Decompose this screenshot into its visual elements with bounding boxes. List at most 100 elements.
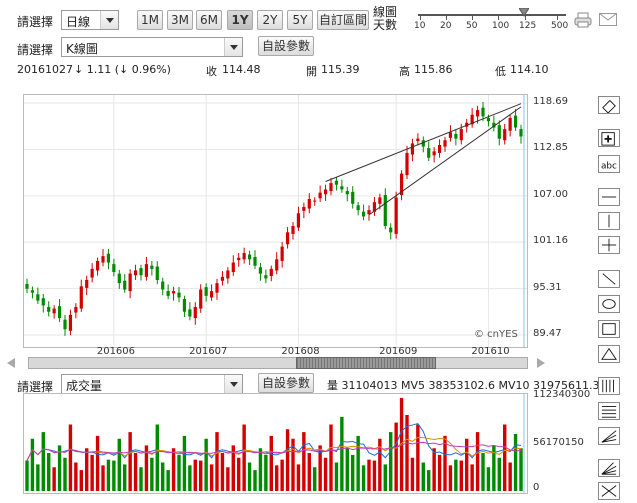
range-button-1y[interactable]: 1Y xyxy=(227,10,253,30)
time-scrollbar[interactable] xyxy=(28,357,528,369)
candle-body xyxy=(47,306,51,312)
volume-bar xyxy=(74,462,78,491)
volume-bar xyxy=(247,462,252,491)
volume-bar xyxy=(155,424,159,491)
volume-bar xyxy=(508,462,512,491)
volume-bar xyxy=(443,435,447,491)
svg-text:abc: abc xyxy=(601,161,617,171)
fibonacci-icon[interactable] xyxy=(598,482,620,500)
candle-body xyxy=(253,256,257,266)
ellipse-tool-icon[interactable] xyxy=(598,295,620,313)
volume-bar xyxy=(63,457,67,491)
volume-chart-panel[interactable] xyxy=(23,393,528,494)
days-tick-label: 20 xyxy=(440,21,452,31)
volume-bar xyxy=(503,424,507,491)
volume-bar xyxy=(459,460,463,491)
scroll-right-icon[interactable] xyxy=(536,357,546,369)
volume-bar xyxy=(399,397,404,491)
range-button-5y[interactable]: 5Y xyxy=(287,10,313,30)
candle-body xyxy=(399,173,404,196)
candle-body xyxy=(329,183,333,192)
indicator-select[interactable]: 成交量 xyxy=(61,374,243,394)
eraser-icon[interactable] xyxy=(598,96,620,114)
range-button-1m[interactable]: 1M xyxy=(137,10,163,30)
volume-bar xyxy=(421,462,425,491)
days-tick-mark xyxy=(525,16,526,20)
candle-body xyxy=(443,140,447,147)
candle-body xyxy=(475,110,480,117)
volume-bar xyxy=(30,438,35,491)
indicator-settings-button[interactable]: 自設參數 xyxy=(258,373,314,393)
triangle-tool-icon[interactable] xyxy=(598,345,620,363)
candle-body xyxy=(486,118,491,122)
range-button-2y[interactable]: 2Y xyxy=(257,10,283,30)
volume-chart-svg[interactable] xyxy=(24,394,527,493)
candle-body xyxy=(258,267,263,274)
volume-bar xyxy=(25,460,29,491)
candle-body xyxy=(318,192,322,199)
candle-body xyxy=(427,148,431,158)
volume-bar xyxy=(427,470,431,491)
volume-bar xyxy=(253,470,257,491)
settings-button[interactable]: 自設參數 xyxy=(258,36,314,56)
speed-lines-icon[interactable] xyxy=(598,459,620,477)
volume-bar xyxy=(133,453,138,491)
days-tick-label: 10 xyxy=(414,21,426,31)
candle-body xyxy=(30,290,35,293)
volume-bar xyxy=(280,459,284,491)
zoom-in-icon[interactable] xyxy=(598,129,620,147)
volume-bar xyxy=(112,460,116,491)
volume-bar xyxy=(448,465,453,491)
candle-body xyxy=(128,273,132,292)
volume-bar xyxy=(513,434,518,491)
candle-body xyxy=(177,292,181,298)
trendline-tool-icon[interactable] xyxy=(598,270,620,288)
volume-bar xyxy=(237,457,241,491)
candle-body xyxy=(394,197,398,234)
volume-bar xyxy=(497,457,501,491)
custom-range-button[interactable]: 自訂區間 xyxy=(317,10,369,30)
candle-body xyxy=(291,225,295,234)
range-button-3m[interactable]: 3M xyxy=(167,10,193,30)
price-chart-panel[interactable] xyxy=(23,94,528,348)
period-select[interactable]: 日線 xyxy=(61,10,119,30)
days-slider-track[interactable] xyxy=(418,14,566,16)
rectangle-tool-icon[interactable] xyxy=(598,320,620,338)
candle-body xyxy=(492,122,496,128)
candle-body xyxy=(356,205,360,211)
candle-body xyxy=(247,254,252,260)
vertical-grid-icon[interactable] xyxy=(598,377,620,395)
chart-type-select[interactable]: K線圖 xyxy=(61,37,243,57)
scroll-left-icon[interactable] xyxy=(6,357,16,369)
volume-bar xyxy=(57,445,62,491)
candle-body xyxy=(36,294,40,301)
horizontal-line-icon[interactable] xyxy=(598,188,620,206)
scrollbar-thumb[interactable] xyxy=(296,357,436,369)
text-tool-icon[interactable]: abc xyxy=(598,155,620,173)
mv5-line xyxy=(26,422,522,461)
candle-body xyxy=(421,140,425,147)
candle-body xyxy=(52,308,56,314)
candle-body xyxy=(166,291,170,296)
volume-bar xyxy=(123,464,127,491)
gann-fan-icon[interactable] xyxy=(598,427,620,445)
candle-body xyxy=(106,253,111,263)
vertical-line-icon[interactable] xyxy=(598,212,620,230)
candle-body xyxy=(519,129,523,137)
candle-body xyxy=(361,211,366,217)
chevron-down-icon xyxy=(224,375,242,393)
volume-bar xyxy=(356,435,360,491)
mail-icon[interactable] xyxy=(599,13,617,26)
price-y-tick: 95.31 xyxy=(533,281,562,293)
range-button-6m[interactable]: 6M xyxy=(196,10,222,30)
print-icon[interactable] xyxy=(574,12,592,28)
price-chart-svg[interactable] xyxy=(24,95,527,347)
volume-bar xyxy=(378,438,382,491)
crosshair-icon[interactable] xyxy=(598,236,620,254)
candle-body xyxy=(367,210,371,215)
volume-bar xyxy=(36,464,40,491)
volume-bar xyxy=(470,464,474,491)
days-slider-thumb[interactable] xyxy=(518,7,530,18)
price-y-tick: 112.85 xyxy=(533,142,568,154)
horizontal-grid-icon[interactable] xyxy=(598,402,620,420)
